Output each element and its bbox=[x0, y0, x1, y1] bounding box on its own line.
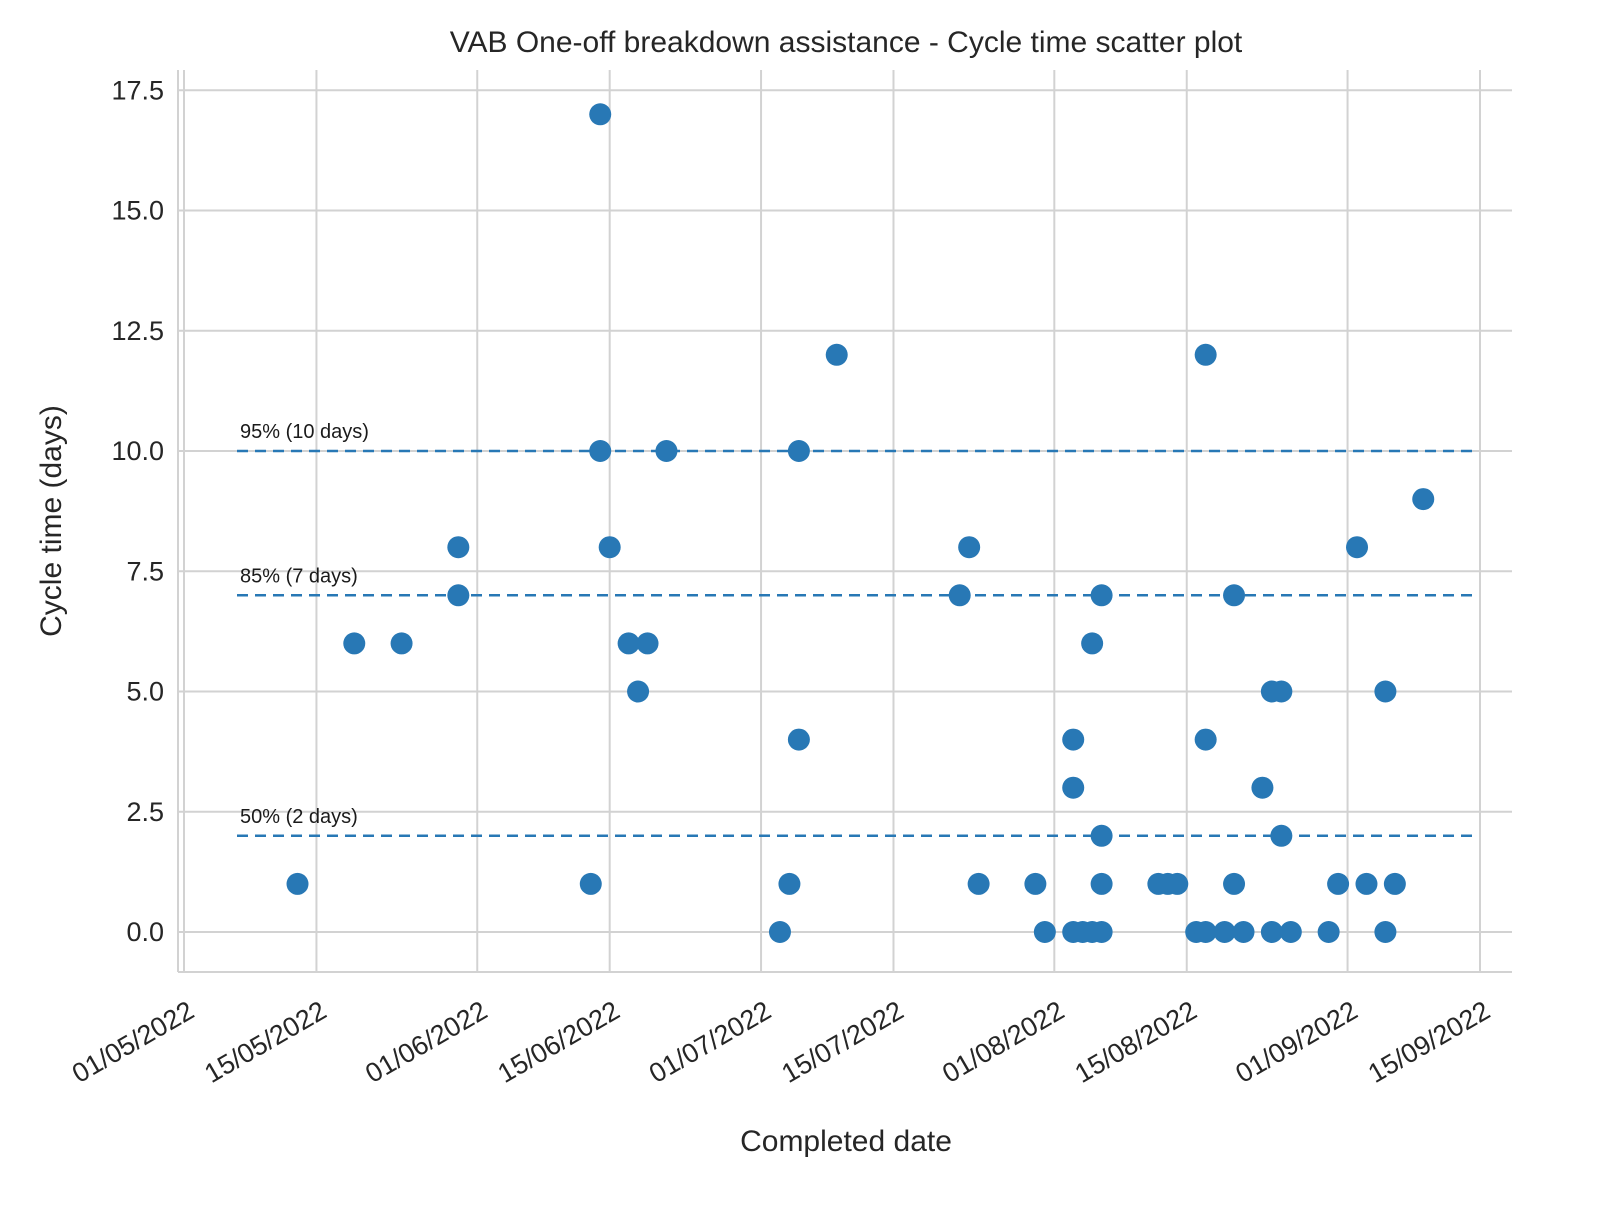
y-tick-label: 5.0 bbox=[126, 677, 164, 707]
scatter-point bbox=[627, 680, 650, 703]
x-tick-label: 15/09/2022 bbox=[1363, 995, 1495, 1089]
percentile-label: 85% (7 days) bbox=[240, 565, 358, 587]
scatter-point bbox=[1166, 872, 1189, 895]
x-tick-label: 01/09/2022 bbox=[1231, 995, 1363, 1089]
scatter-point bbox=[1223, 584, 1246, 607]
y-tick-label: 12.5 bbox=[111, 316, 164, 346]
y-tick-label: 17.5 bbox=[111, 75, 164, 105]
scatter-point bbox=[343, 632, 366, 655]
y-tick-label: 0.0 bbox=[126, 917, 164, 947]
scatter-point bbox=[1260, 921, 1283, 943]
scatter-point bbox=[286, 872, 309, 895]
scatter-point bbox=[617, 632, 640, 655]
scatter-point bbox=[1270, 680, 1293, 703]
scatter-point bbox=[1374, 921, 1397, 943]
x-tick-label: 01/05/2022 bbox=[67, 995, 199, 1089]
scatter-point bbox=[1090, 824, 1113, 847]
scatter-point bbox=[447, 536, 470, 559]
y-tick-label: 2.5 bbox=[126, 797, 164, 827]
x-axis-label: Completed date bbox=[740, 1125, 952, 1158]
scatter-point bbox=[1327, 872, 1350, 895]
scatter-point bbox=[1355, 872, 1378, 895]
scatter-point bbox=[1090, 872, 1113, 895]
scatter-point bbox=[1194, 343, 1217, 366]
scatter-point bbox=[1412, 488, 1435, 511]
scatter-point bbox=[1090, 584, 1113, 607]
scatter-point bbox=[1270, 824, 1293, 847]
x-tick-label: 01/07/2022 bbox=[644, 995, 776, 1089]
scatter-point bbox=[1081, 632, 1104, 655]
scatter-point bbox=[1374, 680, 1397, 703]
scatter-point bbox=[589, 440, 612, 462]
percentile-label: 95% (10 days) bbox=[240, 421, 369, 443]
x-tick-label: 01/06/2022 bbox=[360, 995, 492, 1089]
scatter-point bbox=[948, 584, 971, 607]
scatter-point bbox=[579, 872, 602, 895]
y-tick-label: 15.0 bbox=[111, 196, 164, 226]
x-tick-label: 01/08/2022 bbox=[937, 995, 1069, 1089]
scatter-point bbox=[1062, 728, 1085, 751]
scatter-point bbox=[958, 536, 981, 559]
scatter-point bbox=[1194, 921, 1217, 943]
scatter-point bbox=[1223, 872, 1246, 895]
scatter-point bbox=[1251, 776, 1274, 799]
scatter-point bbox=[598, 536, 621, 559]
scatter-point bbox=[1062, 776, 1085, 799]
scatter-point bbox=[1194, 728, 1217, 751]
scatter-point bbox=[655, 440, 678, 462]
scatter-point bbox=[1033, 921, 1056, 943]
scatter-point bbox=[390, 632, 413, 655]
scatter-point bbox=[787, 728, 810, 751]
chart-title: VAB One-off breakdown assistance - Cycle… bbox=[449, 26, 1243, 59]
scatter-point bbox=[768, 921, 791, 943]
x-tick-label: 15/07/2022 bbox=[776, 995, 908, 1089]
scatter-point bbox=[825, 343, 848, 366]
scatter-point bbox=[778, 872, 801, 895]
scatter-point bbox=[967, 872, 990, 895]
scatter-point bbox=[1346, 536, 1369, 559]
scatter-point bbox=[787, 440, 810, 462]
scatter-point bbox=[1279, 921, 1302, 943]
y-tick-label: 7.5 bbox=[126, 556, 164, 586]
scatter-point bbox=[1232, 921, 1255, 943]
scatter-point bbox=[636, 632, 659, 655]
scatter-point bbox=[1213, 921, 1236, 943]
y-tick-label: 10.0 bbox=[111, 436, 164, 466]
percentile-label: 50% (2 days) bbox=[240, 806, 358, 828]
scatter-point bbox=[589, 103, 612, 126]
x-tick-label: 15/06/2022 bbox=[493, 995, 625, 1089]
scatter-point bbox=[1090, 921, 1113, 943]
scatter-point bbox=[1024, 872, 1047, 895]
scatter-point bbox=[1317, 921, 1340, 943]
x-tick-label: 15/08/2022 bbox=[1070, 995, 1202, 1089]
scatter-point bbox=[447, 584, 470, 607]
x-tick-label: 15/05/2022 bbox=[199, 995, 331, 1089]
scatter-point bbox=[1383, 872, 1406, 895]
